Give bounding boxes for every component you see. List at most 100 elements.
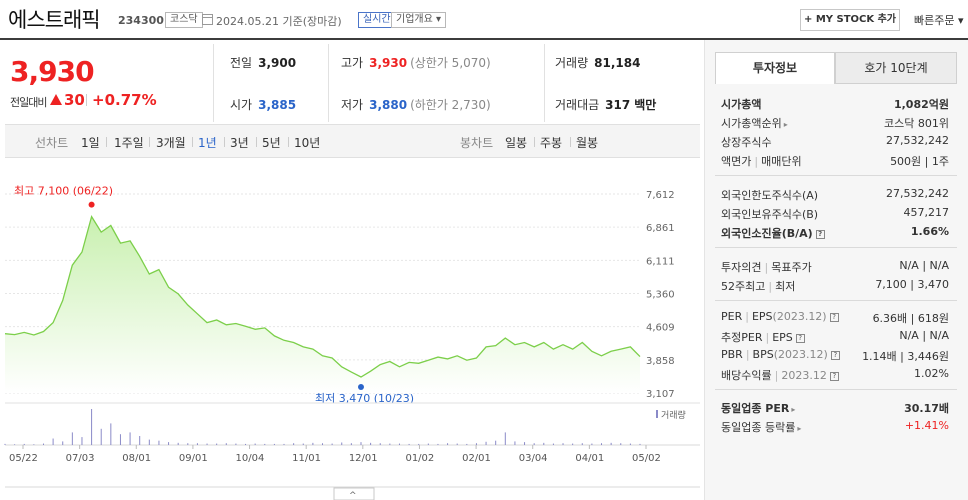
x-tick-label: 09/01	[179, 453, 208, 464]
help-icon[interactable]: ?	[829, 313, 839, 322]
x-tick-label: 02/01	[462, 453, 491, 464]
period-5y[interactable]: 5년	[262, 136, 281, 150]
foreign-ratio-label: 외국인소진율(B/A)?	[721, 225, 825, 241]
opinion-value: N/A | N/A	[899, 259, 949, 272]
x-tick-label: 04/01	[575, 453, 604, 464]
divider	[715, 389, 957, 390]
w52-value: 7,100 | 3,470	[875, 278, 949, 291]
period-3m[interactable]: 3개월	[156, 136, 186, 150]
diff-label: 전일대비	[10, 96, 47, 109]
stock-code: 234300	[118, 14, 164, 27]
help-icon[interactable]: ?	[795, 334, 805, 343]
divider	[213, 44, 214, 122]
header-divider	[0, 38, 968, 40]
divider	[544, 44, 545, 122]
period-1y[interactable]: 1년	[198, 136, 217, 150]
industry-rate-value: +1.41%	[904, 419, 949, 432]
pbr-bps-label: PBR | BPS(2023.12)?	[721, 348, 840, 361]
x-tick-label: 11/01	[292, 453, 321, 464]
period-10y[interactable]: 10년	[294, 136, 321, 150]
candle-daily[interactable]: 일봉	[505, 136, 528, 150]
high-label: 최고 7,100 (06/22)	[14, 185, 113, 198]
open-price: 시가 3,885	[230, 96, 296, 113]
y-tick-label: 7,612	[646, 190, 675, 201]
foreign-limit-value: 27,532,242	[886, 187, 949, 200]
foreign-limit-label: 외국인한도주식수(A)	[721, 189, 819, 202]
caret-right-icon: ▸	[783, 120, 788, 129]
x-tick-label: 08/01	[122, 453, 151, 464]
y-tick-label: 3,858	[646, 356, 675, 367]
diff-percent: +0.77%	[92, 91, 157, 109]
price-area	[5, 216, 640, 393]
x-tick-label: 05/02	[632, 453, 661, 464]
market-cap-label: 시가총액	[721, 98, 762, 111]
help-icon[interactable]: ?	[815, 230, 825, 239]
candle-monthly[interactable]: 월봉	[576, 136, 599, 150]
divider	[86, 94, 87, 106]
x-tick-label: 05/22	[9, 453, 38, 464]
candle-chart-label: 봉차트	[460, 136, 494, 150]
amount-value: 317	[605, 98, 631, 112]
industry-rate-label[interactable]: 동일업종 등락률 ▸	[721, 421, 802, 434]
stock-name: 에스트래픽	[8, 8, 101, 32]
pbr-bps-value: 1.14배 | 3,446원	[862, 350, 949, 363]
volume-label: 거래량	[555, 56, 589, 70]
rank-label[interactable]: 시가총액순위 ▸	[721, 117, 788, 130]
current-price: 3,930	[10, 55, 95, 88]
company-overview-dropdown[interactable]: 기업개요 ▾	[391, 12, 446, 28]
realtime-badge[interactable]: 실시간	[358, 12, 396, 28]
divider	[570, 137, 571, 147]
x-tick-label: 12/01	[349, 453, 378, 464]
collapse-chart-button	[333, 487, 375, 500]
divider	[256, 137, 257, 147]
period-1d[interactable]: 1일	[81, 136, 100, 150]
trade-amount: 거래대금 317 백만	[555, 96, 656, 113]
industry-per-value: 30.17배	[904, 402, 949, 415]
dividend-value: 1.02%	[914, 367, 949, 380]
divider	[328, 44, 329, 122]
volume-value: 81,184	[594, 56, 641, 70]
y-tick-label: 6,111	[646, 256, 675, 267]
divider	[715, 300, 957, 301]
per-eps-value: 6.36배 | 618원	[872, 312, 949, 325]
divider	[149, 137, 150, 147]
quick-order-button[interactable]: 빠른주문 ▾	[914, 14, 964, 27]
est-per-label: 추정PER | EPS?	[721, 329, 805, 345]
open-value: 3,885	[258, 98, 297, 112]
y-tick-label: 3,107	[646, 389, 675, 400]
high-value: 3,930	[369, 56, 408, 70]
y-tick-label: 4,609	[646, 323, 675, 334]
add-my-stock-button[interactable]: + MY STOCK 추가	[800, 9, 900, 31]
amount-label: 거래대금	[555, 98, 600, 112]
foreign-ratio-value: 1.66%	[910, 225, 949, 238]
shares-label: 상장주식수	[721, 136, 772, 149]
price-chart[interactable]: 7,612 6,861 6,111 5,360 4,609 3,858 3,107 최고 7,…	[0, 160, 700, 500]
help-icon[interactable]: ?	[829, 372, 839, 381]
help-icon[interactable]: ?	[830, 351, 840, 360]
high-price: 고가 3,930 (상한가 5,070)	[341, 54, 491, 71]
chart-period-bar: 선차트 1일 1주일 3개월 1년 3년 5년 10년 봉차트 일봉 주봉 월봉	[5, 124, 700, 158]
period-3y[interactable]: 3년	[230, 136, 249, 150]
x-tick-label: 10/04	[236, 453, 265, 464]
divider	[192, 137, 193, 147]
candle-weekly[interactable]: 주봉	[540, 136, 563, 150]
low-value: 3,880	[369, 98, 408, 112]
foreign-own-value: 457,217	[903, 206, 950, 219]
w52-label: 52주최고 | 최저	[721, 280, 796, 293]
market-badge: 코스닥	[165, 12, 203, 28]
volume-legend-swatch	[656, 410, 658, 418]
par-unit-label: 액면가 | 매매단위	[721, 155, 802, 168]
low-label: 저가	[341, 98, 364, 112]
industry-per-label[interactable]: 동일업종 PER ▸	[721, 402, 796, 415]
low-label: 최저 3,470 (10/23)	[315, 392, 414, 405]
high-label: 고가	[341, 56, 364, 70]
tab-hoga-10[interactable]: 호가 10단계	[835, 52, 957, 84]
date-text: 2024.05.21 기준(장마감)	[216, 15, 342, 28]
tab-investment-info[interactable]: 투자정보	[715, 52, 835, 84]
opinion-label: 투자의견 | 목표주가	[721, 261, 812, 274]
period-1w[interactable]: 1주일	[114, 136, 144, 150]
volume: 거래량 81,184	[555, 54, 640, 71]
foreign-own-label: 외국인보유주식수(B)	[721, 208, 819, 221]
per-eps-label: PER | EPS(2023.12)?	[721, 310, 839, 323]
prev-close-value: 3,900	[258, 56, 297, 70]
